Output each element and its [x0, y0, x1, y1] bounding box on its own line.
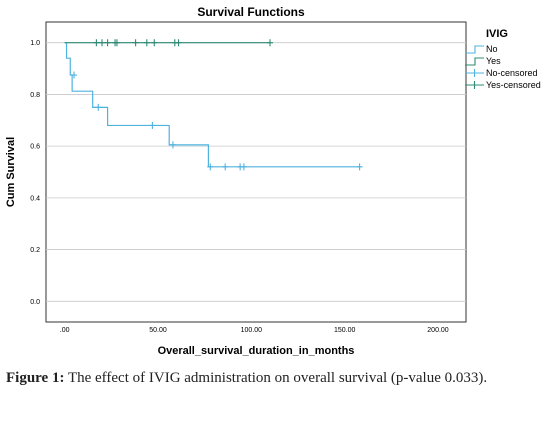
x-axis-ticks: .00 50.00 100.00 150.00 200.00 — [60, 327, 449, 334]
censor-mark-yes — [104, 39, 111, 47]
censor-mark-yes — [93, 39, 100, 47]
x-tick-label: 50.00 — [149, 327, 167, 334]
x-tick-label: 200.00 — [427, 327, 449, 334]
censor-mark-no — [95, 103, 102, 111]
censor-mark-no — [71, 71, 77, 79]
caption-text: The effect of IVIG administration on ove… — [64, 370, 488, 386]
legend-label: No-censored — [486, 68, 538, 78]
survival-chart: 0.0 0.2 0.4 0.6 0.8 1.0 .00 50.00 100.00 150.00 2… — [5, 5, 541, 357]
censor-mark-no — [222, 163, 229, 171]
censor-mark-yes — [99, 39, 105, 47]
censor-mark-yes — [143, 39, 150, 47]
y-axis-label: Cum Survival — [5, 137, 17, 207]
censor-mark-yes — [113, 39, 120, 47]
censor-mark-yes — [267, 39, 273, 47]
x-tick-label: 100.00 — [241, 327, 263, 334]
y-tick-label: 1.0 — [30, 40, 40, 47]
legend-symbol — [465, 69, 484, 77]
legend: IVIG No Yes No-censored Yes-censored — [465, 28, 541, 90]
plot-area — [45, 21, 467, 323]
x-tick-label: .00 — [60, 327, 70, 334]
y-tick-label: 0.6 — [30, 144, 40, 151]
censor-mark-no — [149, 121, 156, 129]
legend-label: Yes — [486, 56, 501, 66]
legend-symbol — [465, 81, 484, 89]
series-line-no — [64, 42, 360, 168]
censor-mark-yes — [151, 39, 158, 47]
legend-symbol — [465, 45, 484, 54]
censor-mark-no — [240, 163, 247, 171]
chart-title: Survival Functions — [197, 5, 305, 19]
figure-caption: Figure 1: The effect of IVIG administrat… — [6, 368, 546, 389]
y-tick-label: 0.8 — [30, 92, 40, 99]
x-axis-label: Overall_survival_duration_in_months — [158, 345, 355, 357]
legend-title: IVIG — [486, 28, 508, 40]
y-tick-label: 0.4 — [30, 195, 40, 202]
y-tick-label: 0.2 — [30, 247, 40, 254]
x-tick-label: 150.00 — [334, 327, 356, 334]
censor-mark-yes — [132, 39, 139, 47]
legend-label: No — [486, 44, 498, 54]
censor-mark-no — [169, 141, 176, 149]
series-group — [64, 39, 363, 171]
figure-label: Figure 1: — [6, 370, 65, 386]
y-axis-ticks: 0.0 0.2 0.4 0.6 0.8 1.0 — [30, 40, 40, 306]
legend-symbol — [465, 57, 484, 66]
y-tick-label: 0.0 — [30, 299, 40, 306]
censor-mark-yes — [175, 39, 182, 47]
censor-mark-no — [207, 163, 214, 171]
legend-label: Yes-censored — [486, 80, 541, 90]
censor-mark-no — [356, 163, 363, 171]
